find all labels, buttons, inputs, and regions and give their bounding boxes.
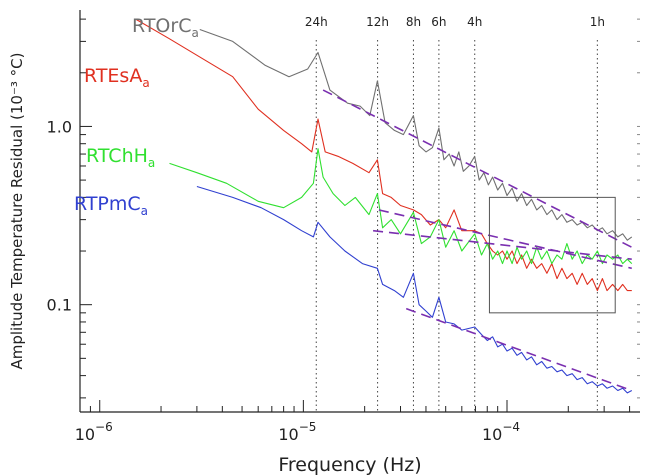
period-label-24h: 24h [305, 15, 328, 29]
fit-line-RTChH [372, 229, 632, 260]
series-line-RTEsA [135, 18, 632, 292]
period-label-12h: 12h [366, 15, 389, 29]
series-label-RTOrC: RTOrCa [132, 15, 199, 40]
series-line-RTChH [169, 148, 633, 265]
fit-line-RTOrC [322, 89, 633, 248]
inset-box [488, 196, 616, 314]
axes [79, 10, 640, 413]
period-label-6h: 6h [431, 15, 446, 29]
y-tick-label: 1.0 [47, 117, 72, 136]
series-lines [135, 18, 633, 394]
x-axis-title: Frequency (Hz) [278, 454, 421, 476]
series-line-RTOrC [199, 28, 633, 241]
y-tick-label: 0.1 [47, 296, 72, 315]
y-axis-title: Amplitude Temperature Residual (10⁻³ °C) [8, 53, 26, 370]
chart-labels: 24h 12h 8h 6h 4h 1h 10−6 10−5 10−4 0.1 1.0 Frequenc… [8, 15, 605, 476]
x-tick-label: 10−4 [482, 420, 520, 444]
fit-lines [322, 89, 633, 392]
x-tick-label: 10−5 [278, 420, 316, 444]
fit-line-RTPmC [405, 307, 633, 392]
fit-line-RTEsA [378, 209, 632, 270]
series-label-RTEsA: RTEsAa [84, 65, 150, 90]
period-label-1h: 1h [590, 15, 605, 29]
period-marker-lines [315, 40, 598, 412]
period-label-4h: 4h [467, 15, 482, 29]
series-line-RTPmC [196, 185, 633, 394]
series-label-RTChH: RTChHa [86, 145, 155, 170]
x-tick-label: 10−6 [75, 420, 113, 444]
series-label-RTPmC: RTPmCa [74, 193, 148, 218]
period-label-8h: 8h [406, 15, 421, 29]
